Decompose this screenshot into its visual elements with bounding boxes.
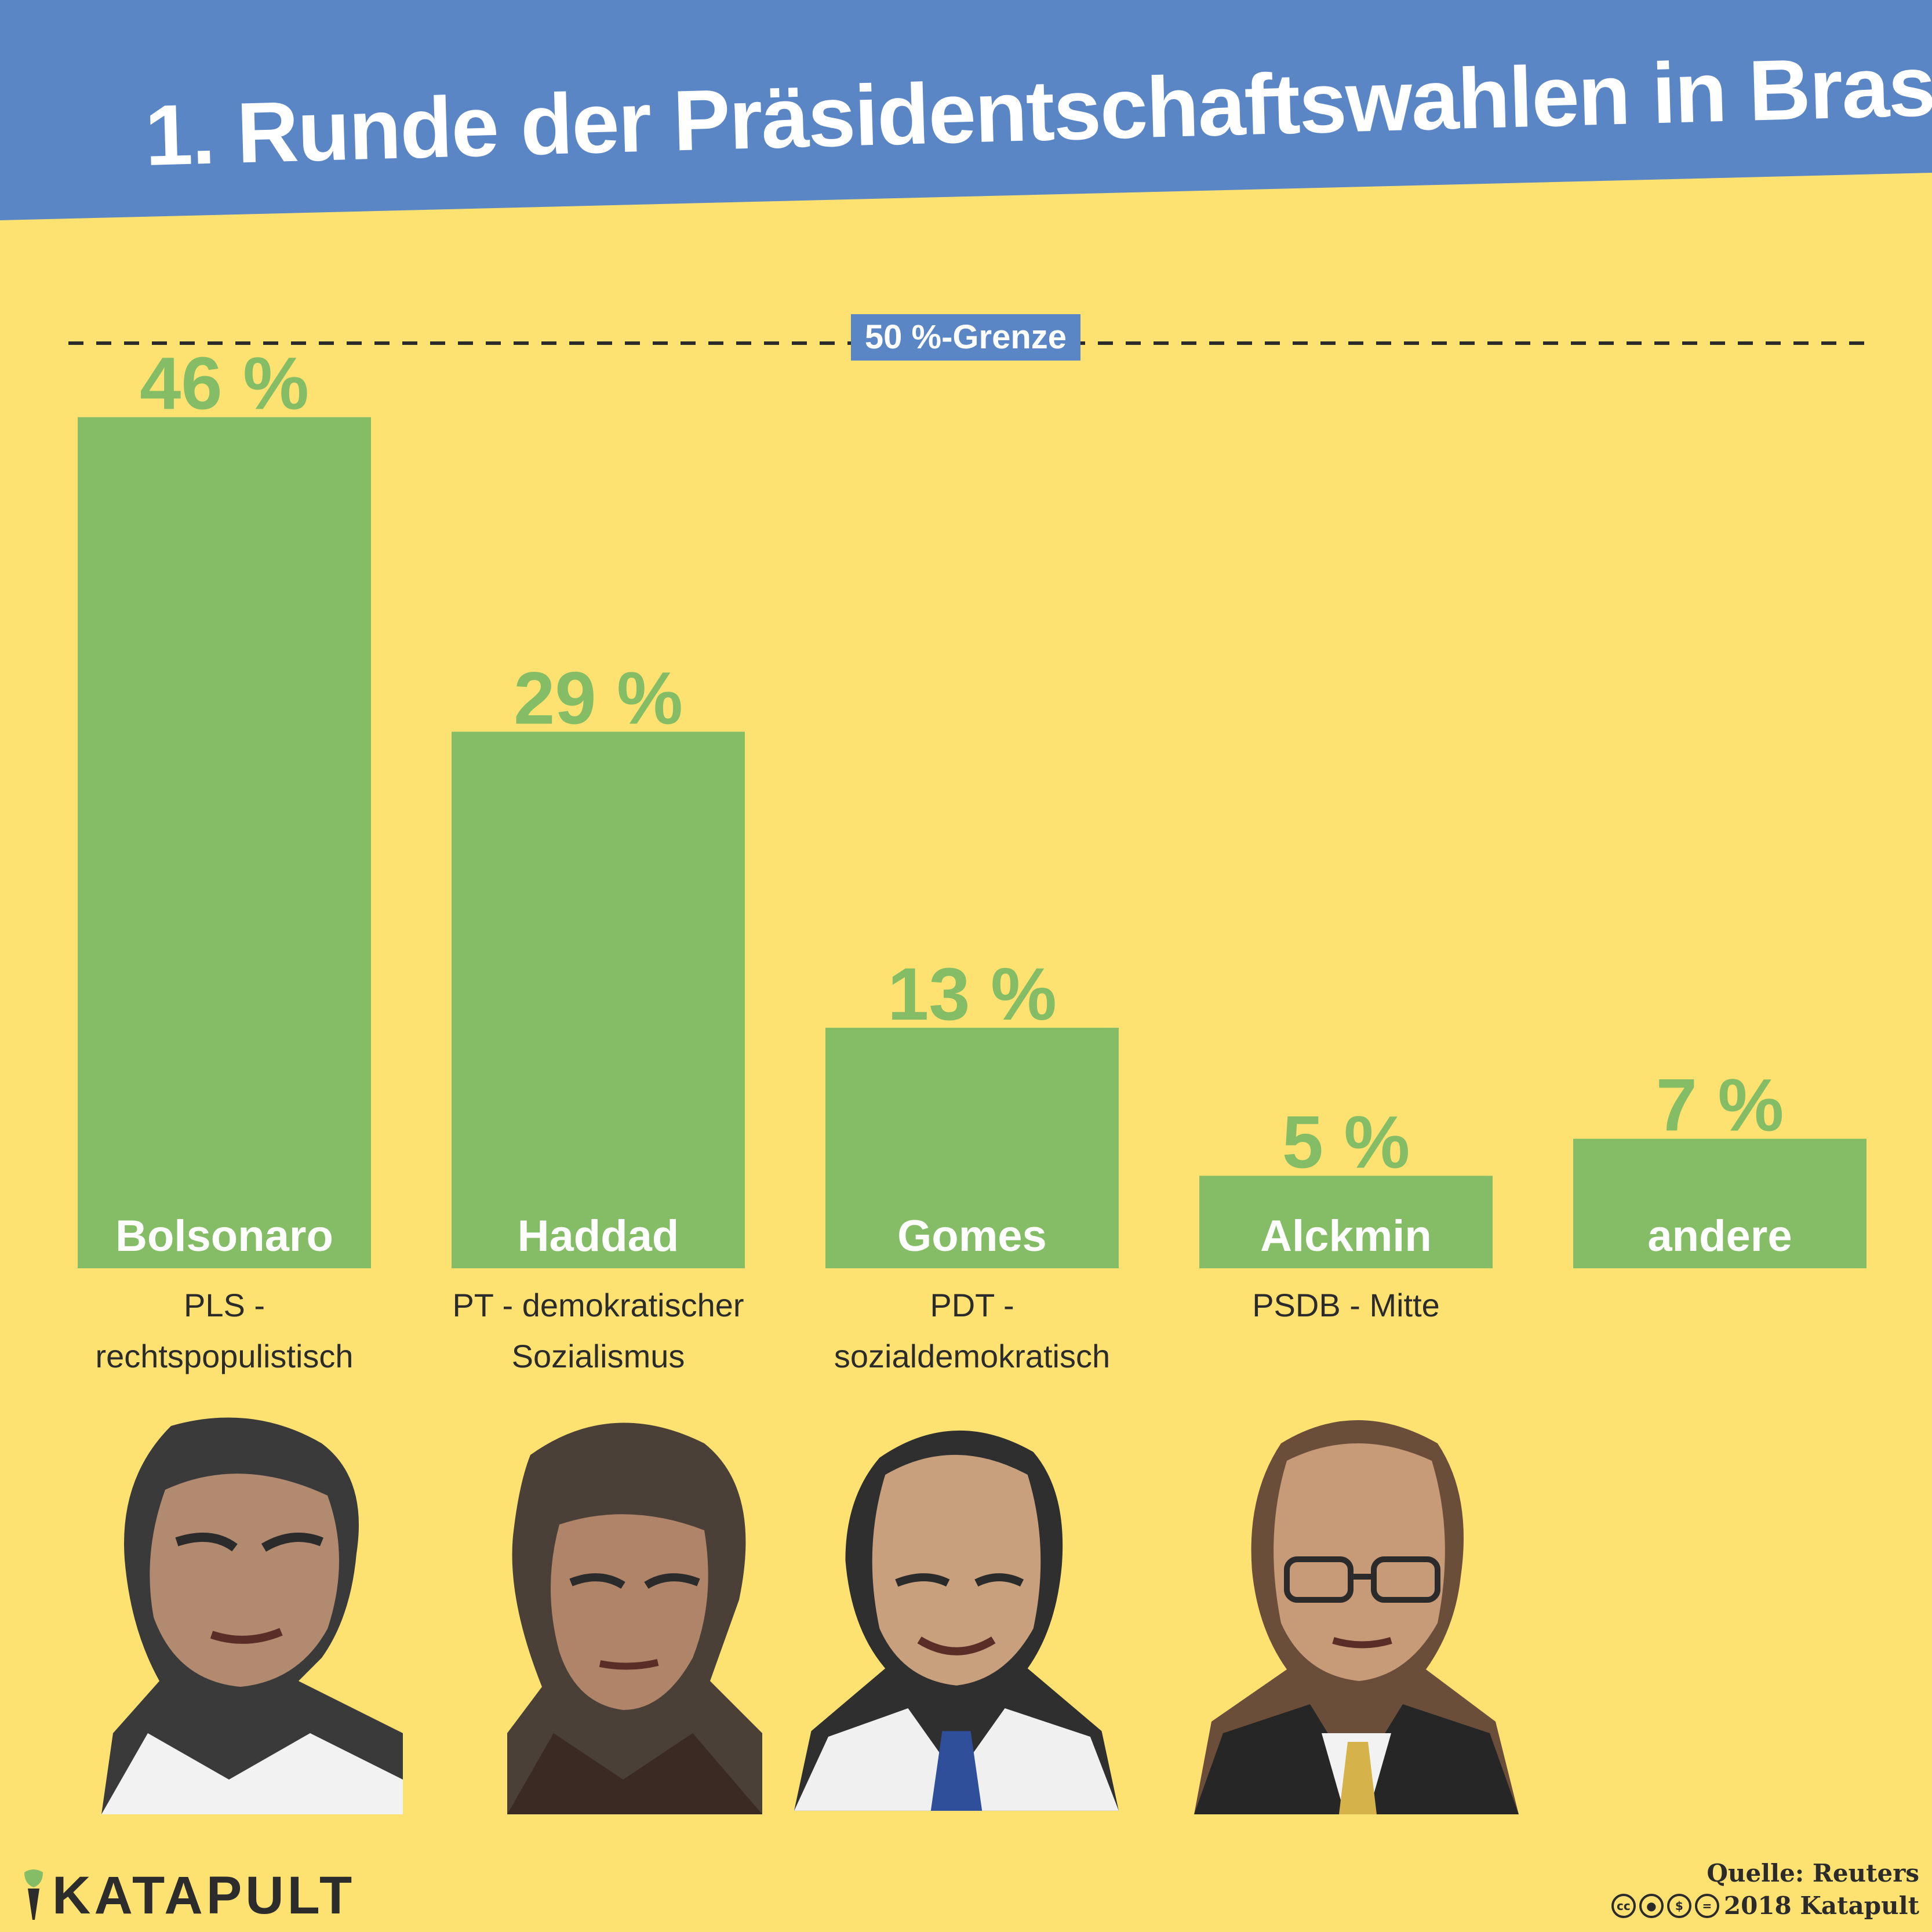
party-label-gomes: PDT - sozialdemokratisch	[834, 1287, 1111, 1374]
value-label-haddad: 29 %	[514, 657, 683, 740]
party-label-bolsonaro: PLS - rechtspopulistisch	[95, 1287, 354, 1374]
bar-label-andere: andere	[1647, 1211, 1792, 1261]
torch-icon	[24, 1869, 43, 1920]
party-label-haddad: PT - demokratischer Sozialismus	[452, 1287, 744, 1374]
portrait-alckmin	[1194, 1420, 1519, 1814]
portrait-gomes	[794, 1430, 1119, 1811]
bar-label-haddad: Haddad	[518, 1211, 679, 1261]
bar-chart: 46 % Bolsonaro 29 % Haddad 13 % Gomes 5 % Alckm…	[68, 341, 1866, 1269]
value-label-alckmin: 5 %	[1282, 1101, 1410, 1184]
bar-alckmin	[1199, 1176, 1493, 1268]
value-label-gomes: 13 %	[887, 953, 1057, 1036]
portrait-haddad	[507, 1422, 762, 1814]
copyright-text: 2018 Katapult	[1723, 1891, 1919, 1920]
source-text: Quelle: Reuters	[1707, 1859, 1919, 1887]
bar-label-gomes: Gomes	[897, 1211, 1047, 1261]
bar-andere	[1573, 1138, 1866, 1268]
logo-text: KATAPULT	[52, 1866, 356, 1925]
portraits	[0, 1409, 1932, 1814]
bar-label-bolsonaro: Bolsonaro	[115, 1211, 333, 1261]
value-label-andere: 7 %	[1656, 1064, 1784, 1147]
portrait-bolsonaro	[101, 1417, 403, 1814]
by-icon: ●	[1639, 1894, 1664, 1918]
header-band	[0, 0, 1932, 220]
party-label-alckmin: PSDB - Mitte	[1252, 1287, 1440, 1323]
threshold-label: 50 %-Grenze	[851, 314, 1080, 361]
nc-icon: $	[1667, 1894, 1691, 1918]
cc-icon: cc	[1611, 1894, 1636, 1918]
bar-label-alckmin: Alckmin	[1260, 1211, 1432, 1261]
bar-haddad	[452, 732, 745, 1268]
license-icons: cc ● $ =	[1611, 1894, 1719, 1918]
nd-icon: =	[1694, 1894, 1719, 1918]
bar-bolsonaro	[78, 417, 371, 1269]
bar-gomes	[825, 1028, 1119, 1268]
value-label-bolsonaro: 46 %	[140, 343, 309, 425]
source-credit: Quelle: Reuters cc ● $ = 2018 Katapult	[1611, 1857, 1919, 1922]
